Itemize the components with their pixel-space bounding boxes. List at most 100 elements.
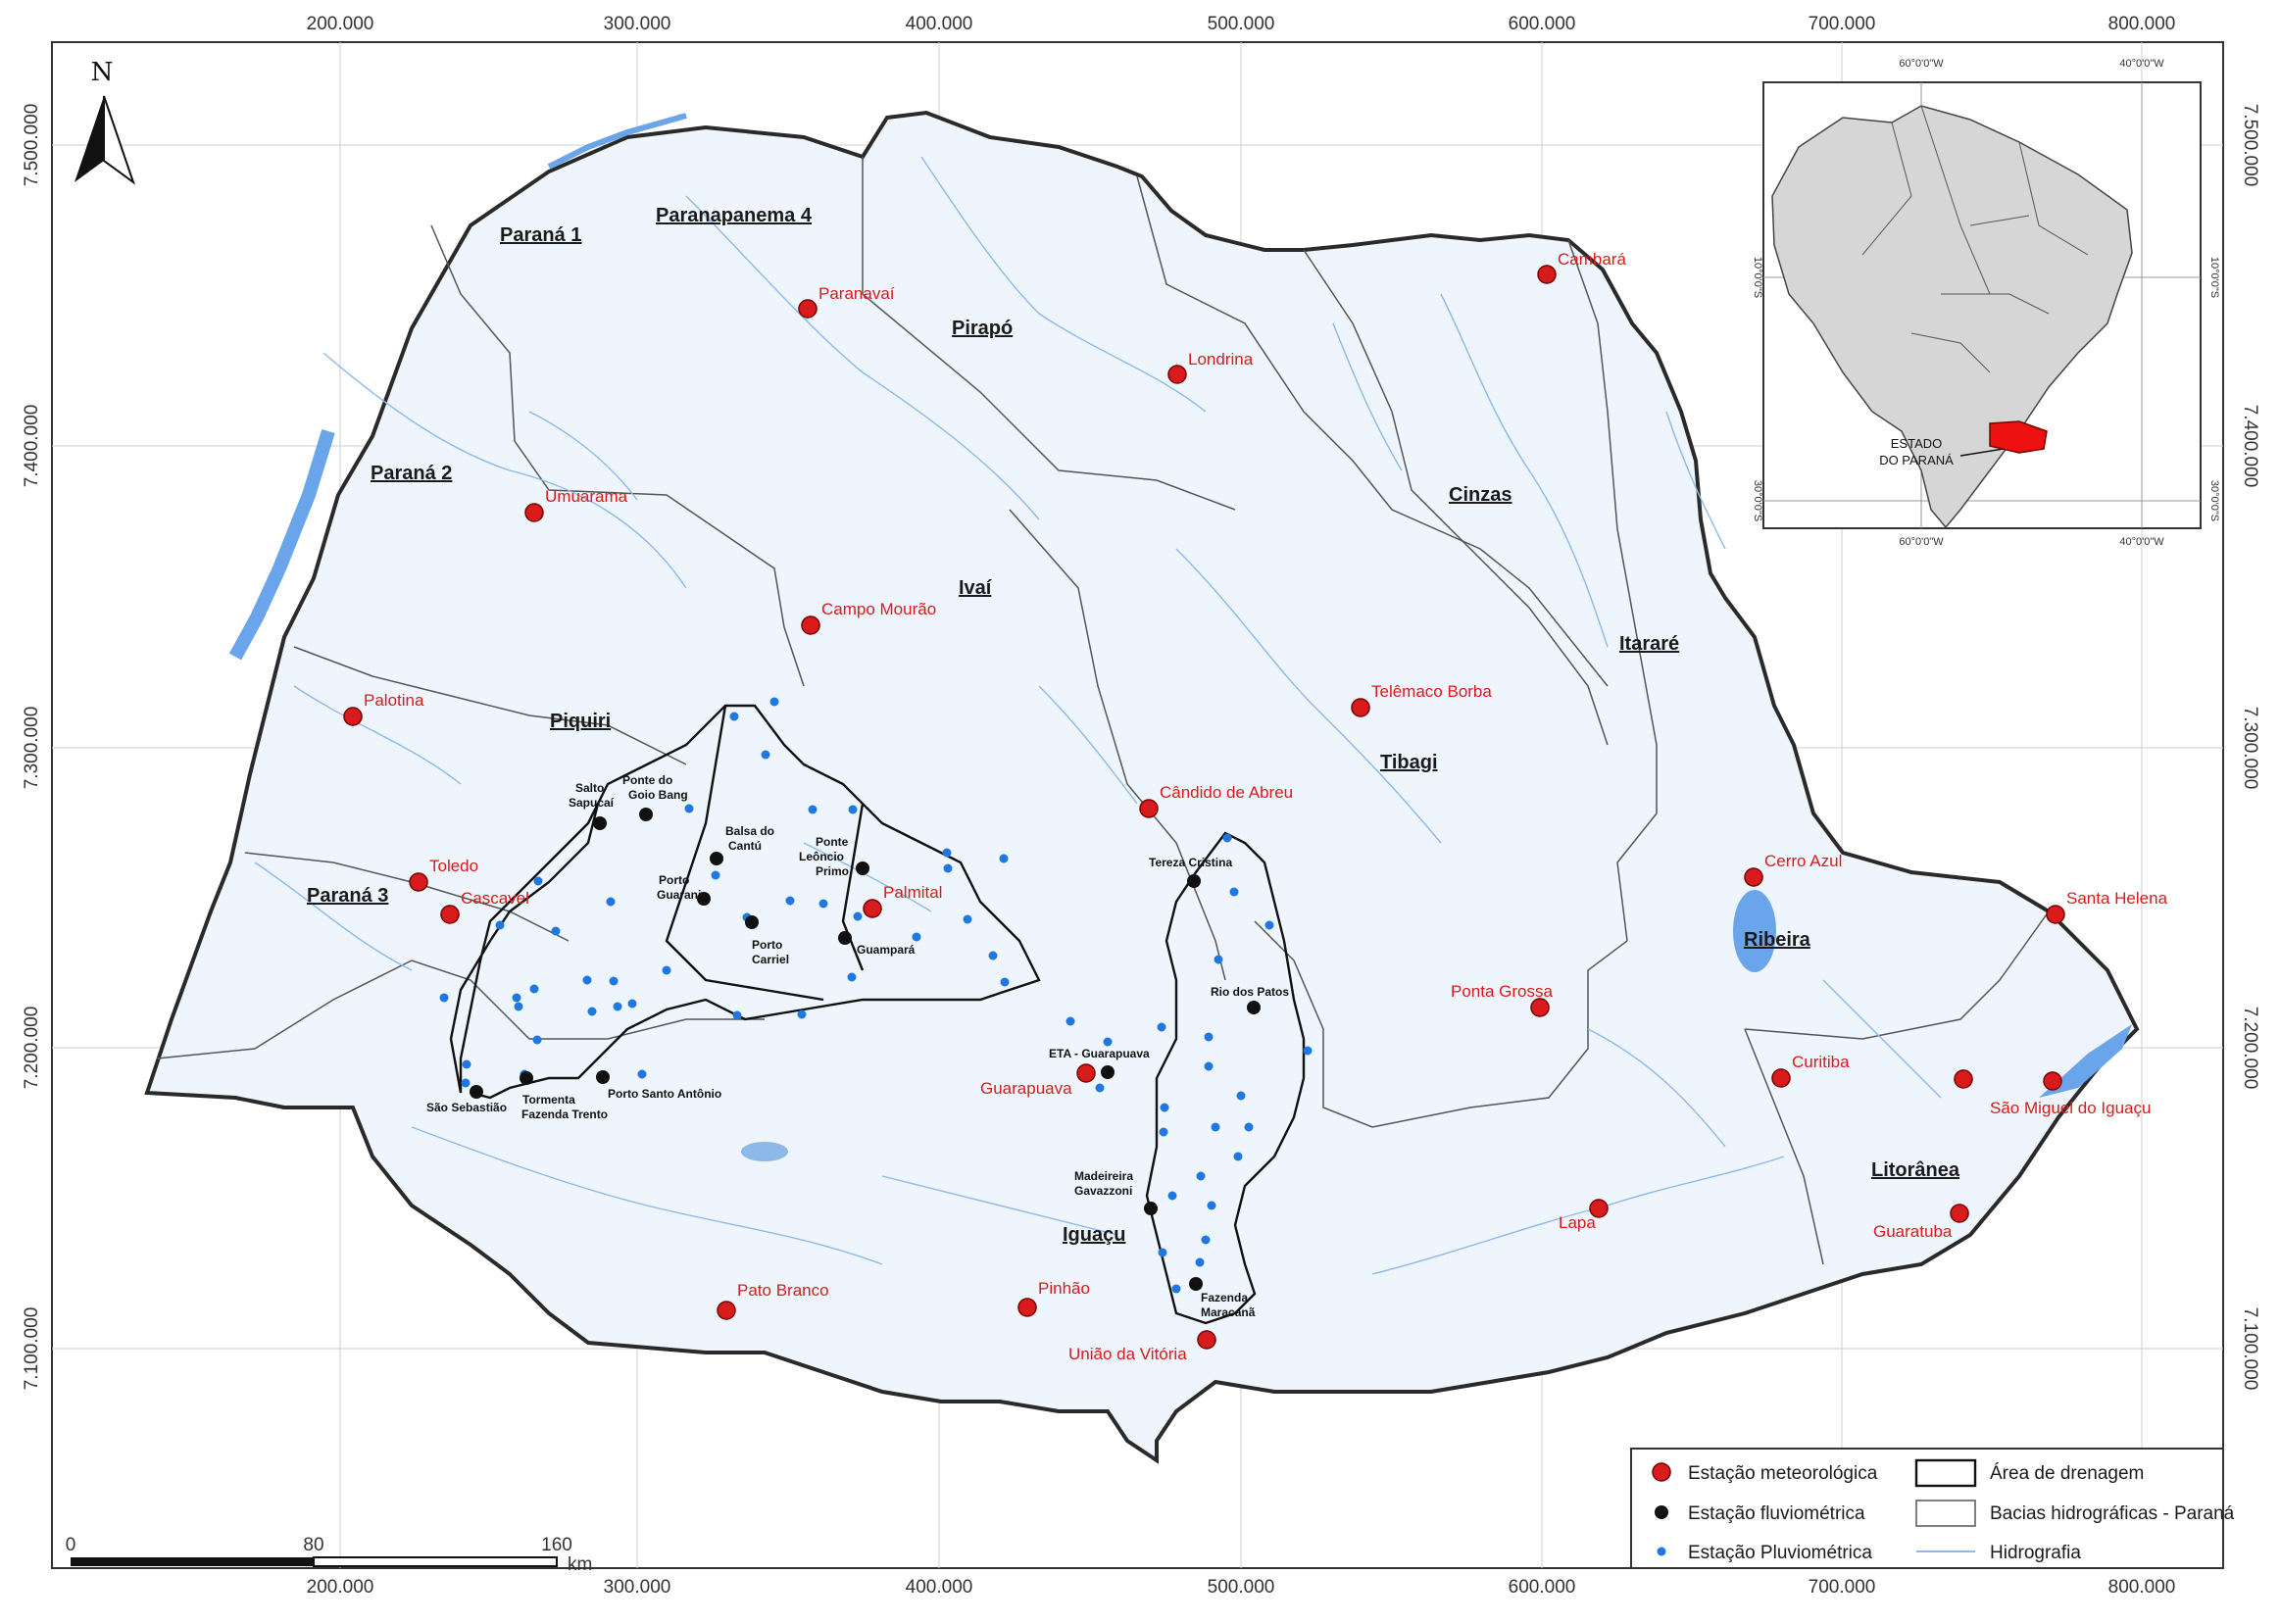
flu-label: Porto — [659, 873, 689, 887]
x-axis-bottom: 200.000 300.000 400.000 500.000 600.000 700.0… — [307, 1577, 2176, 1598]
flu-station-marker — [520, 1071, 533, 1085]
legend-label: Hidrografia — [1990, 1543, 2081, 1563]
axis-tick-label: 600.000 — [1509, 1577, 1576, 1598]
pluvio-station — [529, 984, 539, 994]
flu-label: Cantú — [728, 839, 762, 853]
legend-symbol-flu — [1655, 1505, 1668, 1519]
svg-text:São Miguel do Iguaçu: São Miguel do Iguaçu — [1990, 1099, 2151, 1117]
svg-text:Paranavaí: Paranavaí — [818, 284, 895, 303]
pluvio-station — [732, 1010, 742, 1020]
pluvio-station — [785, 896, 795, 906]
met-station: Telêmaco Borba — [1351, 682, 1492, 717]
met-station: São Miguel do Iguaçu — [1990, 1071, 2151, 1117]
svg-text:30°0'0"S: 30°0'0"S — [1752, 480, 1763, 521]
pluvio-station — [1167, 1191, 1177, 1201]
pluvio-stations — [439, 697, 1313, 1294]
axis-tick-label: 7.400.000 — [22, 405, 42, 488]
flu-label: Tormenta — [522, 1093, 575, 1107]
pluvio-station — [711, 870, 720, 880]
pluvio-station — [1159, 1127, 1168, 1137]
flu-label: Porto Santo Antônio — [608, 1087, 721, 1101]
basin-label: Piquiri — [550, 711, 611, 732]
met-station: União da Vitória — [1068, 1330, 1216, 1363]
pluvio-station — [808, 805, 818, 814]
legend-label: Estação meteorológica — [1688, 1463, 1878, 1484]
axis-tick-label: 300.000 — [604, 14, 671, 34]
scale-bar: 0 80 160 km — [66, 1535, 593, 1575]
pluvio-station — [1160, 1103, 1169, 1112]
flu-label: São Sebastião — [426, 1101, 507, 1114]
pluvio-station — [1204, 1032, 1214, 1042]
legend-label: Estação Pluviométrica — [1688, 1543, 1872, 1563]
axis-tick-label: 7.400.000 — [2240, 405, 2260, 488]
flu-stations: Ponte do Goio Bang Salto Sapucaí Balsa d… — [426, 773, 1289, 1319]
legend-symbol-drainage — [1914, 1458, 1977, 1488]
pluvio-station — [942, 848, 952, 858]
axis-tick-label: 7.300.000 — [22, 707, 42, 790]
flu-station-marker — [710, 852, 723, 865]
basin-labels: Paraná 1 Paranapanema 4 Pirapó Paraná 2 … — [307, 205, 1960, 1246]
flu-label: Sapucaí — [569, 796, 615, 810]
pluvio-station — [1201, 1235, 1211, 1245]
pluvio-station — [439, 993, 449, 1003]
north-label: N — [91, 58, 114, 87]
flu-label: Leôncio — [799, 850, 844, 863]
axis-tick-label: 400.000 — [906, 1577, 973, 1598]
pluvio-station — [1244, 1122, 1254, 1132]
pluvio-station — [587, 1007, 597, 1016]
pluvio-station — [1157, 1022, 1166, 1032]
flu-label: Goio Bang — [628, 788, 688, 802]
met-station: Palmital — [863, 883, 942, 918]
pluvio-station — [461, 1078, 471, 1088]
flu-station-marker — [470, 1085, 483, 1099]
axis-tick-label: 7.100.000 — [2240, 1307, 2260, 1391]
pluvio-station — [797, 1009, 807, 1019]
svg-text:km: km — [568, 1554, 592, 1575]
svg-text:40°0'0"W: 40°0'0"W — [2119, 58, 2164, 70]
met-station — [1954, 1069, 1973, 1089]
legend: Estação meteorológica Área de drenagem E… — [1630, 1448, 2235, 1569]
pluvio-station — [532, 1035, 542, 1045]
pluvio-station — [853, 911, 863, 921]
flu-label: Gavazzoni — [1074, 1184, 1132, 1198]
pluvio-station — [1207, 1201, 1216, 1210]
pluvio-station — [606, 897, 616, 907]
pluvio-station — [512, 993, 521, 1003]
met-station: Guarapuava — [980, 1063, 1096, 1098]
pluvio-station — [1229, 887, 1239, 897]
pluvio-station — [1195, 1257, 1205, 1267]
svg-text:União da Vitória: União da Vitória — [1068, 1345, 1187, 1363]
legend-symbol-pluvio — [1657, 1547, 1666, 1556]
pluvio-station — [1264, 920, 1274, 930]
pluvio-station — [848, 805, 858, 814]
north-arrow: N — [74, 58, 135, 185]
pluvio-station — [1000, 977, 1010, 987]
axis-tick-label: 400.000 — [906, 14, 973, 34]
flu-station-marker — [593, 816, 607, 830]
drainage-areas — [449, 704, 1306, 1325]
pluvio-station — [1214, 955, 1223, 964]
axis-tick-label: 7.300.000 — [2240, 707, 2260, 790]
axis-tick-label: 500.000 — [1208, 14, 1275, 34]
svg-text:Palotina: Palotina — [364, 691, 424, 710]
pluvio-station — [627, 999, 637, 1009]
legend-symbol-basin — [1915, 1500, 1976, 1527]
flu-station-marker — [697, 892, 711, 906]
met-station: Cascavel — [440, 889, 529, 924]
pluvio-station — [1204, 1061, 1214, 1071]
svg-text:60°0'0"W: 60°0'0"W — [1899, 536, 1944, 548]
axis-tick-label: 300.000 — [604, 1577, 671, 1598]
svg-text:Curitiba: Curitiba — [1792, 1053, 1850, 1071]
axis-tick-label: 7.100.000 — [22, 1307, 42, 1391]
basin-label: Cinzas — [1449, 484, 1512, 506]
pluvio-station — [818, 899, 828, 909]
x-axis-top: 200.000 300.000 400.000 500.000 600.000 700.0… — [307, 14, 2176, 34]
pluvio-station — [963, 914, 972, 924]
pluvio-station — [637, 1069, 647, 1079]
pluvio-station — [1233, 1152, 1243, 1161]
axis-tick-label: 800.000 — [2108, 14, 2176, 34]
basin-label: Paraná 3 — [307, 885, 388, 907]
svg-text:30°0'0"S: 30°0'0"S — [2208, 480, 2220, 521]
met-station: Pato Branco — [717, 1281, 829, 1320]
svg-text:10°0'0"S: 10°0'0"S — [2208, 257, 2220, 298]
